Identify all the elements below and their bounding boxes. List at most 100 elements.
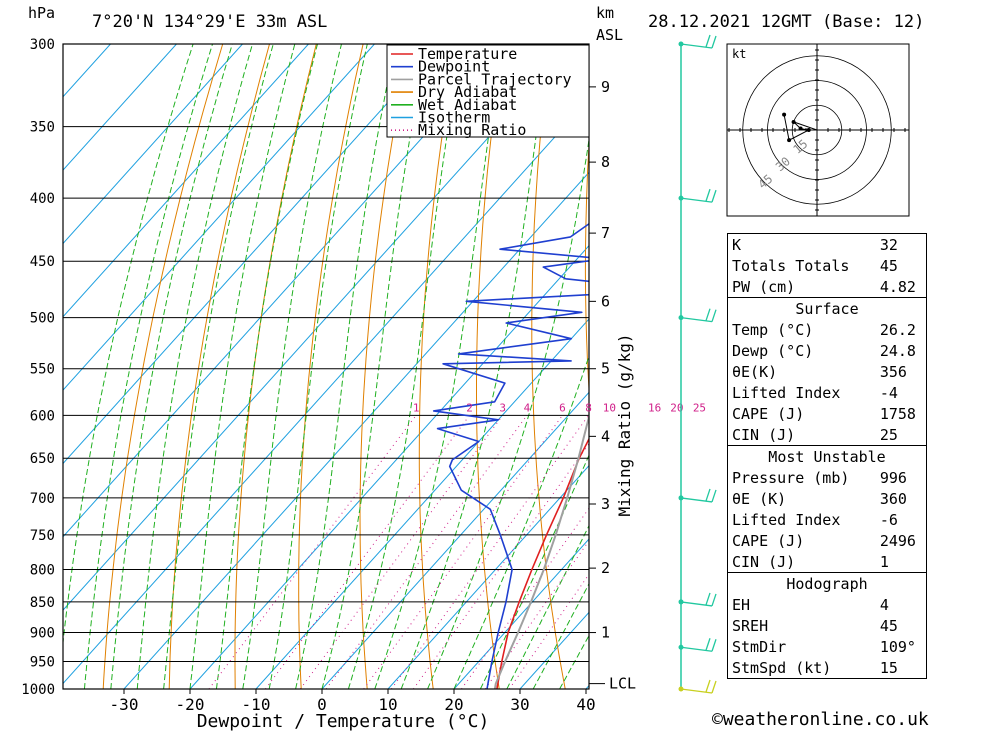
legend-label: Parcel Trajectory [418,70,572,88]
wind-barb-flag [705,488,711,502]
surface-index-value: 26.2 [879,320,916,339]
isotherm-line [453,538,589,689]
mixing-ratio-axis-label: Mixing Ratio (g/kg) [615,333,634,516]
unstable-index-value: 1 [879,552,889,571]
temp-tick-label: 20 [444,695,463,714]
surface-section-title: Surface [727,297,927,319]
isotherm-line [63,44,111,98]
general-index-value: 32 [879,235,898,254]
surface-index-label: θE(K) [732,362,778,381]
isotherm-line [321,391,589,689]
legend-label: Dry Adiabat [418,83,517,101]
general-index-row: K 32 [728,234,927,256]
km-tick-label: 1 [601,624,610,642]
mixing-ratio-line [461,507,589,689]
surface-index-value: 356 [879,362,907,381]
unstable-index-label: CAPE (J) [732,531,805,550]
km-unit-label: km [596,4,615,22]
surface-index-label: Temp (°C) [732,320,814,339]
wet-adiabat-line [506,524,589,689]
hodograph-index-label: EH [732,595,751,614]
wet-adiabat-line [532,582,589,689]
wind-barb-flag [711,35,717,49]
hodograph-index-label: StmSpd (kt) [732,658,832,677]
temp-tick-label: -30 [110,695,139,714]
legend-label: Wet Adiabat [418,96,517,114]
pressure-tick-label: 300 [30,37,55,53]
unstable-index-label: Pressure (mb) [732,468,850,487]
dry-adiabat-line [102,44,224,689]
pressure-unit-label: hPa [28,4,56,22]
unstable-index-label: θE (K) [732,489,787,508]
km-tick-label: 2 [601,559,610,577]
temp-tick-label: 10 [378,695,397,714]
general-index-label: K [732,235,742,254]
lcl-label: LCL [609,675,636,693]
wind-barb-flag [705,592,711,606]
surface-index-label: Dewp (°C) [732,341,814,360]
wet-adiabat-line [83,44,213,689]
hodograph-point [787,138,792,143]
unstable-index-label: CIN (J) [732,552,796,571]
pressure-tick-label: 1000 [21,682,55,698]
datetime-title: 28.12.2021 12GMT (Base: 12) [648,12,925,32]
parcel-trajectory-line [493,412,589,689]
km-tick-label: 6 [601,292,610,310]
km-tick-label: 7 [601,224,610,242]
general-index-label: PW (cm) [732,277,796,296]
dry-adiabat-line [637,44,697,689]
wet-adiabat-line [242,44,342,689]
legend-label: Dewpoint [418,58,490,76]
wind-barb-flag [711,680,717,694]
wind-barb-staff [680,601,713,607]
pressure-tick-label: 450 [30,254,55,270]
hodograph-trace [783,114,818,141]
wet-adiabat-line [136,44,253,689]
wet-adiabat-line [110,44,233,689]
unstable-index-value: 996 [879,468,907,487]
temp-tick-label: -20 [176,695,205,714]
pressure-tick-label: 350 [30,120,55,136]
km-tick-label: 9 [601,78,610,96]
wind-barb-flag [705,34,711,48]
x-axis-label: Dewpoint / Temperature (°C) [197,711,490,732]
pressure-tick-label: 600 [30,408,55,424]
temp-tick-label: -10 [242,695,271,714]
location-title: 7°20'N 134°29'E 33m ASL [92,12,328,32]
wind-barb-flag [711,489,717,503]
dry-adiabat-line [234,44,317,689]
hodograph-point [791,119,796,124]
km-tick-label: 4 [601,427,610,445]
wind-barb-flag [705,308,711,321]
wind-barb-staff [680,197,713,203]
legend-box [386,44,590,138]
hodograph-index-row: StmDir 109° [728,636,927,657]
mixing-ratio-line [363,415,563,689]
mixing-ratio-line [325,415,528,689]
isotherm-line [63,98,589,685]
km-tick-label: 5 [601,360,610,378]
unstable-index-row: CAPE (J) 2496 [728,530,927,551]
surface-index-row: CIN (J) 25 [728,424,927,446]
temp-tick-label: 0 [317,695,327,714]
hodograph-index-value: 109° [879,637,916,656]
mixing-ratio-line [484,539,589,689]
mixing-ratio-line [508,573,589,689]
wind-barb-staff [680,497,713,503]
wind-barb-flag [705,679,711,693]
surface-index-value: -4 [879,383,898,402]
unstable-index-row: CIN (J) 1 [728,551,927,573]
surface-index-value: 24.8 [879,341,916,360]
general-index-value: 45 [879,256,898,275]
wind-barb-staff [680,43,713,49]
dry-adiabat-line [971,44,1000,689]
wind-barb-flag [705,638,711,651]
hodograph-index-value: 4 [879,595,889,614]
wet-adiabat-line [215,44,318,689]
wet-adiabat-line [63,44,194,647]
hodograph-point [798,126,803,131]
